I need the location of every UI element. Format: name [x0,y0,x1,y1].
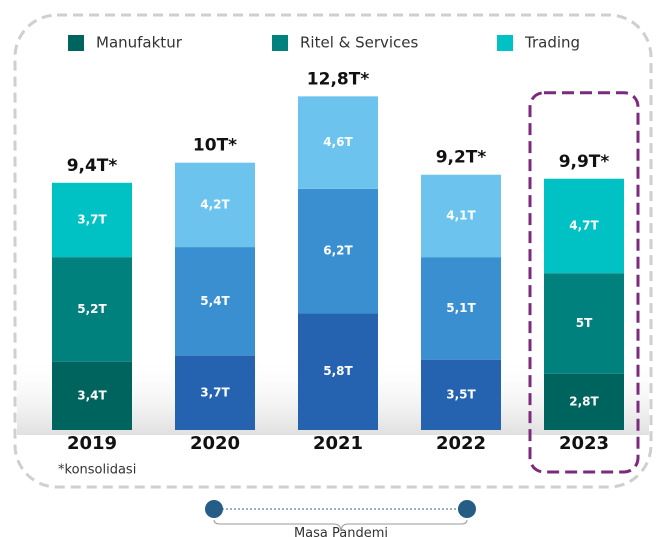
legend-label: Manufaktur [96,34,183,52]
legend-swatch [497,35,513,51]
value-label: 4,1T [446,208,476,222]
value-label: 5,8T [323,364,353,378]
total-label: 10T* [193,136,237,156]
bar-segment [52,361,132,430]
bar-segment [52,257,132,362]
bar-segment [298,188,378,314]
x-tick-label: 2019 [67,433,117,454]
value-label: 3,7T [77,212,107,226]
total-label: 12,8T* [307,69,370,89]
value-label: 3,7T [200,385,230,399]
value-label: 5,1T [446,301,476,315]
x-tick-label: 2021 [313,433,363,454]
legend-label: Trading [524,34,580,52]
x-tick-label: 2020 [190,433,240,454]
value-label: 4,7T [569,218,599,232]
legend-swatch [68,35,84,51]
total-label: 9,2T* [436,148,487,168]
x-tick-label: 2023 [559,433,609,454]
bar-segment [52,182,132,258]
legend-label: Ritel & Services [300,34,419,52]
value-label: 5,2T [77,302,107,316]
legend-swatch [272,35,288,51]
annotation: Masa Pandemi [294,526,388,537]
bar-segment [298,313,378,430]
total-label: 9,9T* [559,152,610,172]
value-label: 2,8T [569,394,599,408]
bar-segment [298,96,378,189]
bar-segment [175,355,255,430]
x-tick-label: 2022 [436,433,486,454]
footnote: *konsolidasi [58,463,136,478]
bar-segment [544,373,624,430]
value-label: 6,2T [323,244,353,258]
value-label: 4,2T [200,197,230,211]
bar-segment [544,273,624,374]
value-label: 5T [576,316,593,330]
timeline-dot [458,500,476,518]
highlight-box [528,91,640,474]
bar-segment [175,247,255,356]
bar-segment [175,162,255,248]
value-label: 4,6T [323,135,353,149]
value-label: 3,5T [446,387,476,401]
value-label: 3,4T [77,388,107,402]
value-label: 5,4T [200,294,230,308]
timeline-dot [205,500,223,518]
bar-segment [421,257,501,360]
bar-segment [421,359,501,430]
total-label: 9,4T* [67,156,118,176]
frame [13,13,653,489]
bracket [213,519,468,531]
bar-segment [544,178,624,274]
bar-segment [421,174,501,258]
